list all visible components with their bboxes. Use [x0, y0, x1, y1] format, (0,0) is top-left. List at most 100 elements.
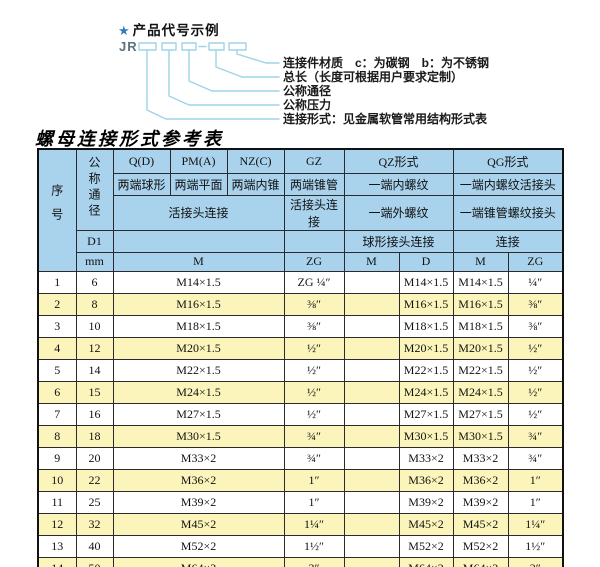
cell-qg-zg: ¼″: [507, 270, 564, 294]
cell-qz-m: [343, 446, 400, 470]
header-q-desc: 两端球形: [112, 172, 171, 196]
table-row: 11 25 M39×2 1″ M39×2 M39×2 1″: [37, 490, 564, 514]
header-qg-connect: 连接: [452, 229, 564, 253]
code-box-3: [181, 42, 197, 51]
cell-qg-m: M14×1.5: [452, 270, 509, 294]
cell-dn: 16: [75, 402, 114, 426]
cell-qg-zg: ¾″: [507, 424, 564, 448]
cell-qz-m: [343, 314, 400, 338]
header-unit-zg: ZG: [283, 251, 345, 272]
cell-dn: 10: [75, 314, 114, 338]
code-box-2: [161, 42, 177, 51]
cell-gz-zg: 1″: [283, 490, 345, 514]
product-code-diagram: ★ 产品代号示例 JR 连接件材质 c：为碳钢 b：为不锈钢 总长（长度可根据用户…: [0, 0, 600, 148]
header-dn: 公称通径: [75, 148, 114, 231]
code-prefix: JR: [119, 39, 138, 54]
cell-dn: 6: [75, 270, 114, 294]
table-row: 4 12 M20×1.5 ½″ M20×1.5 M20×1.5 ½″: [37, 336, 564, 360]
code-box-4: [208, 42, 225, 51]
connector-line-material: [236, 50, 280, 64]
cell-qz-d: M64×2: [398, 556, 454, 567]
label-connection-form: 连接形式：见金属软管常用结构形式表: [283, 112, 488, 126]
label-nominal-diameter: 公称通径: [283, 84, 332, 98]
cell-gz-zg: ⅜″: [283, 292, 345, 316]
header-qz-desc1: 一端内螺纹: [343, 172, 454, 196]
header-blank-gz: [283, 229, 345, 253]
header-qz-connect: 球形接头连接: [343, 229, 454, 253]
table-row: 3 10 M18×1.5 ⅜″ M18×1.5 M18×1.5 ⅜″: [37, 314, 564, 338]
header-qg-unit-m: M: [452, 251, 509, 272]
cell-qz-d: M45×2: [398, 512, 454, 536]
cell-qz-d: M22×1.5: [398, 358, 454, 382]
table-row: 7 16 M27×1.5 ½″ M27×1.5 M27×1.5 ½″: [37, 402, 564, 426]
cell-qg-m: M33×2: [452, 446, 509, 470]
cell-qz-m: [343, 336, 400, 360]
table-row: 12 32 M45×2 1¼″ M45×2 M45×2 1¼″: [37, 512, 564, 536]
header-seq: 序号: [37, 148, 77, 272]
connector-line-length: [215, 50, 280, 78]
cell-dn: 20: [75, 446, 114, 470]
cell-dn: 32: [75, 512, 114, 536]
cell-qz-m: [343, 468, 400, 492]
table-row: 1 6 M14×1.5 ZG ¼″ M14×1.5 M14×1.5 ¼″: [37, 270, 564, 294]
cell-thread-m: M24×1.5: [112, 380, 285, 404]
cell-gz-zg: ½″: [283, 336, 345, 360]
cell-seq: 3: [37, 314, 77, 338]
cell-qz-d: M20×1.5: [398, 336, 454, 360]
cell-qg-zg: 1½″: [507, 534, 564, 558]
header-unit-mm: mm: [75, 251, 114, 272]
cell-thread-m: M64×2: [112, 556, 285, 567]
cell-qz-m: [343, 292, 400, 316]
connector-line-pressure: [168, 50, 280, 106]
header-qg-desc2: 一端锥管螺纹接头: [452, 194, 564, 231]
cell-qg-m: M22×1.5: [452, 358, 509, 382]
cell-qz-m: [343, 490, 400, 514]
header-col-nz: NZ(C): [226, 148, 285, 174]
cell-qz-d: M36×2: [398, 468, 454, 492]
cell-qg-zg: 1″: [507, 468, 564, 492]
code-box-1: [138, 42, 157, 51]
cell-qg-m: M45×2: [452, 512, 509, 536]
cell-qg-m: M16×1.5: [452, 292, 509, 316]
cell-seq: 7: [37, 402, 77, 426]
table-row: 5 14 M22×1.5 ½″ M22×1.5 M22×1.5 ½″: [37, 358, 564, 382]
table-row: 1450M64×22″M64×2M64×22″: [37, 556, 564, 567]
cell-qz-m: [343, 424, 400, 448]
table-row: 13 40 M52×2 1½″ M52×2 M52×2 1½″: [37, 534, 564, 558]
cell-qg-m: M64×2: [452, 556, 509, 567]
cell-qz-m: [343, 358, 400, 382]
header-qg-desc1: 一端内螺纹活接头: [452, 172, 564, 196]
header-blank-union: [112, 229, 285, 253]
cell-gz-zg: ½″: [283, 380, 345, 404]
connector-line-form: [146, 50, 280, 120]
cell-qg-zg: ½″: [507, 358, 564, 382]
cell-qg-m: M18×1.5: [452, 314, 509, 338]
cell-dn: 18: [75, 424, 114, 448]
cell-dn: 8: [75, 292, 114, 316]
cell-gz-zg: ½″: [283, 402, 345, 426]
table-row: 2 8 M16×1.5 ⅜″ M16×1.5 M16×1.5 ⅜″: [37, 292, 564, 316]
cell-qz-d: M14×1.5: [398, 270, 454, 294]
cell-qg-zg: ⅜″: [507, 292, 564, 316]
cell-qz-m: [343, 556, 400, 567]
cell-qz-d: M24×1.5: [398, 380, 454, 404]
cell-dn: 14: [75, 358, 114, 382]
header-col-qz: QZ形式: [343, 148, 454, 174]
cell-seq: 5: [37, 358, 77, 382]
cell-seq: 14: [37, 556, 77, 567]
header-col-q: Q(D): [112, 148, 171, 174]
cell-thread-m: M30×1.5: [112, 424, 285, 448]
header-col-pm: PM(A): [169, 148, 228, 174]
cell-thread-m: M14×1.5: [112, 270, 285, 294]
cell-thread-m: M27×1.5: [112, 402, 285, 426]
cell-thread-m: M18×1.5: [112, 314, 285, 338]
cell-thread-m: M22×1.5: [112, 358, 285, 382]
header-col-gz: GZ: [283, 148, 345, 174]
cell-qg-m: M36×2: [452, 468, 509, 492]
header-qz-unit-d: D: [398, 251, 454, 272]
cell-gz-zg: 1″: [283, 468, 345, 492]
cell-qg-zg: 2″: [507, 556, 564, 567]
cell-thread-m: M16×1.5: [112, 292, 285, 316]
cell-thread-m: M52×2: [112, 534, 285, 558]
